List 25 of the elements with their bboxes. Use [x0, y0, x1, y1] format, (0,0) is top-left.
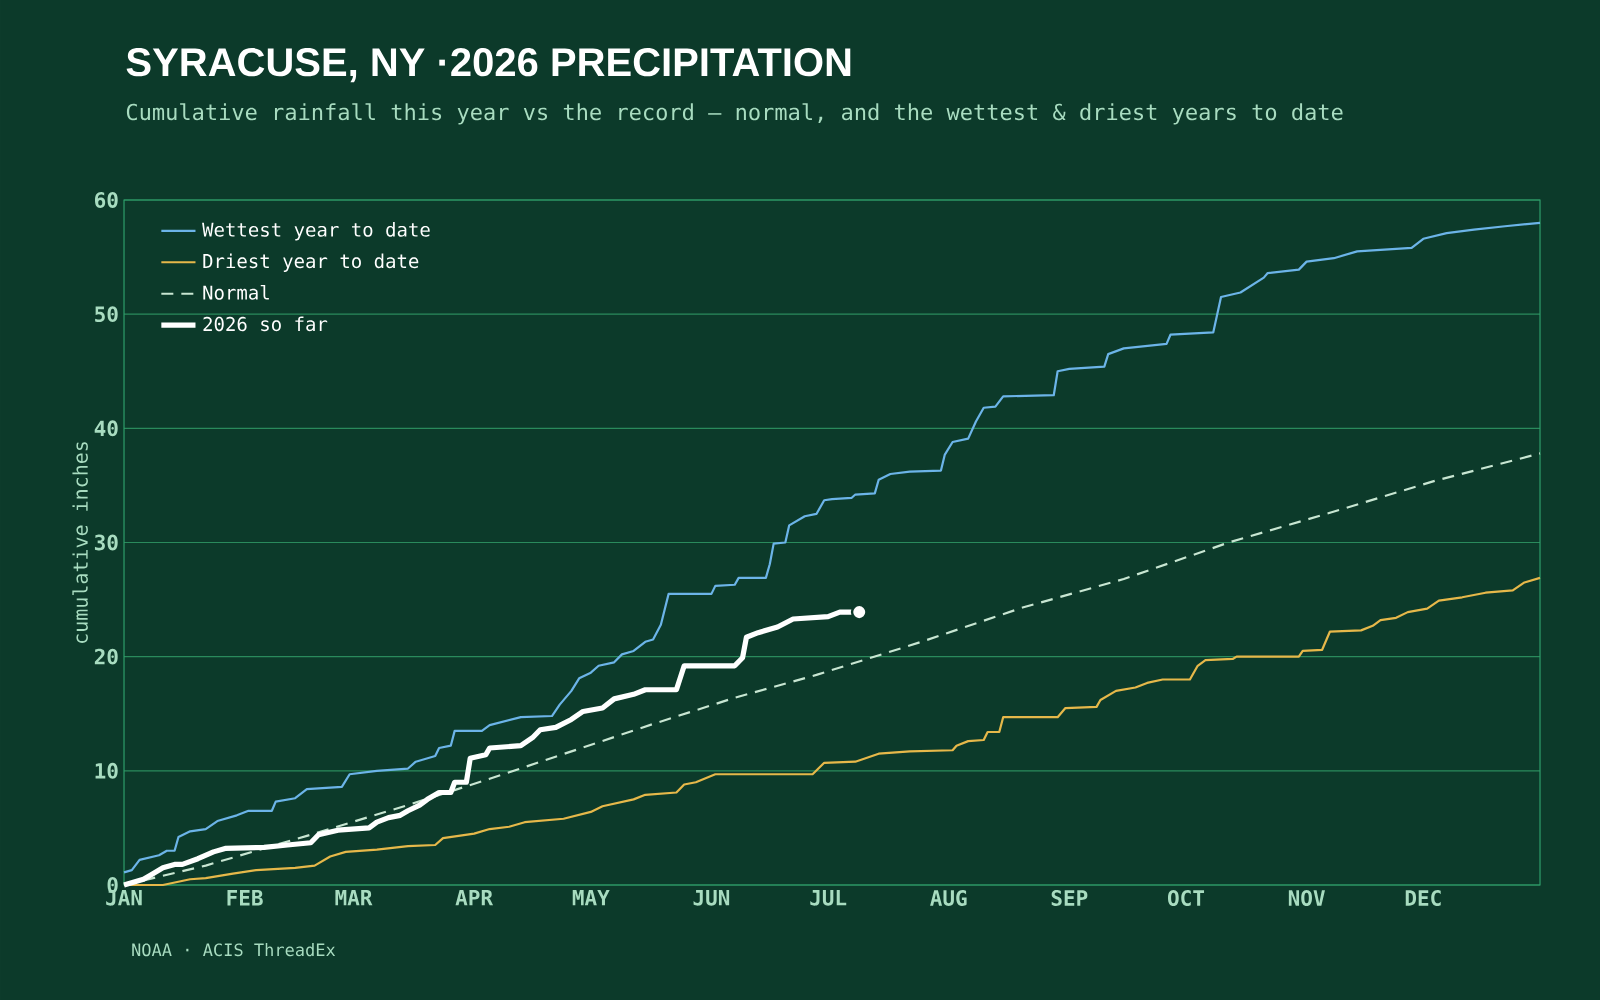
y-tick-label: 30: [94, 534, 118, 551]
y-tick-label: 10: [95, 762, 118, 779]
x-tick-label: OCT: [1167, 890, 1205, 906]
x-tick-label: FEB: [227, 890, 263, 906]
x-tick-label: AUG: [930, 890, 967, 906]
legend-label: Driest year to date: [203, 253, 419, 272]
legend-label: Normal: [203, 284, 269, 300]
y-tick-label: 40: [94, 420, 118, 437]
chart-title: SYRACUSE, NY ·2026 PRECIPITATION: [126, 48, 851, 83]
y-tick-label: 50: [95, 306, 118, 323]
legend-label: Wettest year to date: [202, 222, 430, 241]
y-axis-title: cumulative inches: [72, 442, 88, 643]
x-tick-label: APR: [455, 890, 494, 906]
y-tick-label: 20: [94, 648, 118, 665]
chart-subtitle: Cumulative rainfall this year vs the record — normal, and the wettest & driest years to date: [126, 103, 1343, 125]
text: NOAA · ACIS ThreadEx: [132, 943, 336, 957]
y-tick-label: 60: [95, 192, 118, 208]
x-tick-label: NOV: [1288, 890, 1325, 906]
x-tick-label: JUN: [693, 890, 730, 906]
legend-label: 2026 so far: [203, 316, 328, 332]
x-tick-label: MAR: [335, 890, 373, 906]
x-tick-label: MAY: [572, 890, 610, 906]
x-tick-label: DEC: [1405, 890, 1441, 906]
x-tick-label: JUL: [810, 890, 847, 906]
x-tick-label: SEP: [1051, 890, 1088, 906]
